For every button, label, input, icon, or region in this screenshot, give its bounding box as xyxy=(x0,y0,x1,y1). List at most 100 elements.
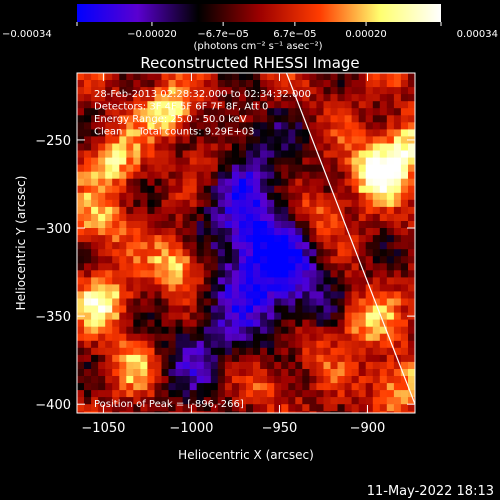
heatmap-cell xyxy=(379,192,388,201)
heatmap-cell xyxy=(408,249,415,257)
heatmap-cell xyxy=(147,397,155,405)
heatmap-cell xyxy=(253,87,261,95)
heatmap-cell xyxy=(182,326,191,335)
heatmap-cell xyxy=(302,354,310,363)
heatmap-cell xyxy=(112,333,120,342)
heatmap-cell xyxy=(105,376,113,384)
heatmap-cell xyxy=(154,136,162,144)
heatmap-cell xyxy=(77,206,85,215)
heatmap-cell xyxy=(330,164,338,173)
heatmap-cell xyxy=(77,228,85,236)
heatmap-cell xyxy=(274,270,282,278)
heatmap-cell xyxy=(393,199,402,208)
heatmap-cell xyxy=(168,235,176,243)
heatmap-cell xyxy=(386,129,395,137)
heatmap-cell xyxy=(288,291,296,299)
heatmap-cell xyxy=(84,333,92,342)
heatmap-cell xyxy=(231,242,240,250)
heatmap-cell xyxy=(239,192,247,201)
heatmap-cell xyxy=(175,185,184,194)
heatmap-cell xyxy=(119,361,127,370)
heatmap-cell xyxy=(239,284,247,292)
heatmap-cell xyxy=(323,164,331,173)
heatmap-cell xyxy=(84,354,92,363)
heatmap-cell xyxy=(253,411,261,413)
heatmap-cell xyxy=(196,347,205,356)
heatmap-cell xyxy=(337,411,345,413)
heatmap-cell xyxy=(316,277,324,285)
heatmap-cell xyxy=(140,122,148,130)
heatmap-cell xyxy=(196,319,205,328)
x-tick-label: −900 xyxy=(350,421,386,436)
heatmap-cell xyxy=(351,122,360,130)
heatmap-cell xyxy=(246,390,254,398)
heatmap-cell xyxy=(91,164,99,173)
heatmap-cell xyxy=(281,192,289,201)
heatmap-cell xyxy=(154,178,162,187)
heatmap-cell xyxy=(386,284,395,292)
heatmap-cell xyxy=(119,221,127,229)
heatmap-cell xyxy=(351,333,360,342)
heatmap-cell xyxy=(203,199,212,208)
annotation-line: Energy Range: 25.0 - 50.0 keV xyxy=(94,114,247,125)
heatmap-cell xyxy=(323,277,331,285)
heatmap-cell xyxy=(330,319,338,328)
heatmap-cell xyxy=(105,178,113,187)
heatmap-cell xyxy=(140,270,148,278)
heatmap-cell xyxy=(98,383,106,391)
heatmap-cell xyxy=(246,256,254,264)
heatmap-cell xyxy=(147,192,155,201)
heatmap-cell xyxy=(393,404,402,412)
heatmap-cell xyxy=(246,185,254,194)
heatmap-cell xyxy=(112,291,120,299)
heatmap-cell xyxy=(98,298,106,306)
heatmap-cell xyxy=(119,73,127,81)
heatmap-cell xyxy=(288,87,296,95)
heatmap-cell xyxy=(196,73,205,81)
heatmap-cell xyxy=(77,143,85,151)
heatmap-cell xyxy=(98,319,106,328)
colorbar-tick-label: −0.00034 xyxy=(2,29,52,40)
heatmap-cell xyxy=(330,361,338,370)
heatmap-cell xyxy=(91,319,99,328)
heatmap-cell xyxy=(182,298,191,306)
heatmap-cell xyxy=(147,143,155,151)
heatmap-cell xyxy=(365,354,374,363)
heatmap-cell xyxy=(140,185,148,194)
heatmap-cell xyxy=(323,291,331,299)
heatmap-cell xyxy=(182,185,191,194)
heatmap-cell xyxy=(189,122,198,130)
heatmap-cell xyxy=(302,291,310,299)
heatmap-cell xyxy=(147,361,155,370)
heatmap-cell xyxy=(239,291,247,299)
heatmap-cell xyxy=(295,122,303,130)
heatmap-cell xyxy=(302,157,310,166)
heatmap-cell xyxy=(161,404,169,412)
heatmap-cell xyxy=(161,178,169,187)
heatmap-cell xyxy=(288,305,296,313)
heatmap-cell xyxy=(330,249,338,257)
heatmap-cell xyxy=(246,369,254,377)
heatmap-cell xyxy=(351,185,360,194)
heatmap-cell xyxy=(239,73,247,81)
heatmap-cell xyxy=(175,136,184,144)
heatmap-cell xyxy=(105,192,113,201)
heatmap-cell xyxy=(175,122,184,130)
heatmap-cell xyxy=(379,143,388,151)
heatmap-cell xyxy=(105,305,113,313)
x-tick-label: −1000 xyxy=(169,421,213,436)
heatmap-cell xyxy=(126,94,134,102)
heatmap-cell xyxy=(379,333,388,342)
heatmap-cell xyxy=(316,291,324,299)
heatmap-cell xyxy=(91,369,99,377)
heatmap-cell xyxy=(133,263,141,271)
heatmap-cell xyxy=(105,347,113,356)
heatmap-cell xyxy=(365,150,374,158)
heatmap-cell xyxy=(415,235,423,243)
heatmap-cell xyxy=(175,199,184,208)
heatmap-cell xyxy=(260,122,268,130)
heatmap-cell xyxy=(351,326,360,335)
heatmap-cell xyxy=(154,284,162,292)
heatmap-cell xyxy=(400,122,409,130)
heatmap-cell xyxy=(415,115,423,123)
